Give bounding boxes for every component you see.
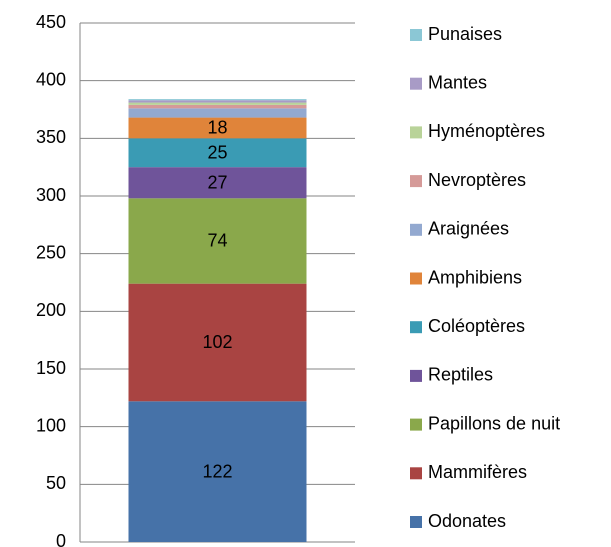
y-tick-label: 400	[36, 69, 66, 89]
bar-segment	[128, 99, 307, 101]
bar-segment	[128, 100, 307, 103]
legend-label: Odonates	[428, 511, 506, 531]
legend-swatch	[410, 369, 422, 382]
legend-swatch	[410, 418, 422, 431]
y-tick-label: 250	[36, 242, 66, 262]
data-label: 74	[207, 231, 227, 251]
legend-swatch	[410, 321, 422, 334]
data-label: 18	[207, 118, 227, 138]
legend-swatch	[410, 272, 422, 285]
bar-segment	[128, 108, 307, 118]
y-tick-label: 100	[36, 415, 66, 435]
legend-label: Coléoptères	[428, 316, 525, 336]
legend-swatch	[410, 516, 422, 528]
legend-label: Mantes	[428, 72, 487, 92]
legend-swatch	[410, 467, 422, 480]
bar-segment	[128, 104, 307, 109]
y-tick-label: 200	[36, 300, 66, 320]
legend-swatch	[410, 223, 422, 236]
data-label: 27	[207, 172, 227, 192]
y-tick-label: 450	[36, 12, 66, 32]
legend-swatch	[410, 77, 422, 90]
legend-label: Amphibiens	[428, 267, 522, 287]
legend-swatch	[410, 29, 422, 41]
legend-swatch	[410, 126, 422, 139]
bar-segment	[128, 401, 307, 542]
y-tick-label: 300	[36, 185, 66, 205]
y-tick-label: 150	[36, 358, 66, 378]
legend-label: Araignées	[428, 219, 509, 239]
legend-label: Papillons de nuit	[428, 413, 560, 433]
data-label: 25	[207, 143, 227, 163]
legend-swatch	[410, 175, 422, 188]
data-label: 102	[202, 332, 232, 352]
y-tick-label: 0	[56, 531, 66, 547]
legend-label: Punaises	[428, 24, 502, 44]
legend-label: Reptiles	[428, 365, 493, 385]
y-tick-label: 50	[46, 473, 66, 493]
data-label: 122	[202, 461, 232, 481]
bar-segment	[128, 117, 307, 139]
bar-segment	[128, 198, 307, 284]
legend-label: Hyménoptères	[428, 121, 545, 141]
bar-segment	[128, 283, 307, 402]
bar-segment	[128, 167, 307, 199]
legend-label: Mammifères	[428, 462, 527, 482]
bar-segment	[128, 102, 307, 105]
legend-label: Nevroptères	[428, 170, 526, 190]
y-tick-label: 350	[36, 127, 66, 147]
bar-segment	[128, 138, 307, 168]
